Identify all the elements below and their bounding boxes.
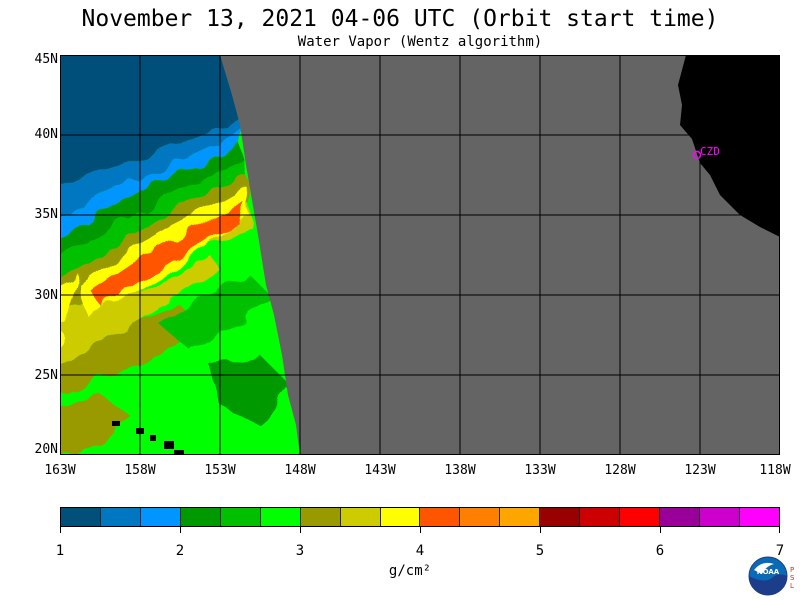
lat-label-40n: 40N [34,127,58,142]
map-subtitle: Water Vapor (Wentz algorithm) [297,34,543,50]
colorbar-swatch [300,508,341,526]
colorbar-label-5: 5 [535,543,545,559]
colorbar-swatch [660,508,700,526]
lat-lon-grid [60,55,780,455]
colorbar-swatch [540,508,581,526]
lon-label-158w: 158W [124,463,156,478]
colorbar-label-6: 6 [655,543,665,559]
colorbar-swatch [260,508,301,526]
colorbar-swatch [61,508,101,526]
color-scale-bar [60,507,780,527]
colorbar-swatch [100,508,141,526]
colorbar-tick [300,527,301,533]
lon-label-138w: 138W [444,463,476,478]
colorbar-tick [660,527,661,533]
map-canvas: CZD [60,55,780,455]
units-label: g/cm² [388,563,432,579]
lat-label-35n: 35N [34,207,58,222]
colorbar-swatch [739,508,779,526]
colorbar-swatch [140,508,181,526]
lon-label-148w: 148W [284,463,316,478]
colorbar-label-2: 2 [175,543,185,559]
lon-label-128w: 128W [604,463,636,478]
lon-label-153w: 153W [204,463,236,478]
lat-label-45n: 45N [34,52,58,67]
lon-label-118w: 118W [759,463,791,478]
colorbar-label-3: 3 [295,543,305,559]
water-vapor-field [60,55,300,455]
colorbar-swatch [380,508,421,526]
lat-label-30n: 30N [34,288,58,303]
svg-text:NOAA: NOAA [757,568,780,576]
water-vapor-map: CZD [60,55,780,455]
colorbar-label-7: 7 [775,543,785,559]
station-label: CZD [700,145,720,158]
colorbar-swatch [220,508,261,526]
lon-label-123w: 123W [684,463,716,478]
colorbar-swatch [580,508,621,526]
colorbar-swatch [180,508,221,526]
lat-label-20n: 20N [34,442,58,457]
colorbar-swatch [620,508,661,526]
land-mass [678,55,780,237]
lon-label-163w: 163W [44,463,76,478]
colorbar-tick [540,527,541,533]
colorbar-swatch [340,508,381,526]
map-title: November 13, 2021 04-06 UTC (Orbit start… [81,6,719,32]
colorbar-swatch [460,508,501,526]
lat-label-25n: 25N [34,368,58,383]
colorbar-swatch [500,508,541,526]
colorbar-swatch [700,508,740,526]
colorbar-swatch [420,508,461,526]
colorbar-tick [180,527,181,533]
colorbar-label-4: 4 [415,543,425,559]
lon-label-143w: 143W [364,463,396,478]
colorbar-tick [779,527,780,533]
station-marker-icon [692,150,702,160]
noaa-logo-icon: NOAA [748,556,788,596]
lon-label-133w: 133W [524,463,556,478]
colorbar-label-1: 1 [55,543,65,559]
colorbar-tick [60,527,61,533]
colorbar-tick [420,527,421,533]
